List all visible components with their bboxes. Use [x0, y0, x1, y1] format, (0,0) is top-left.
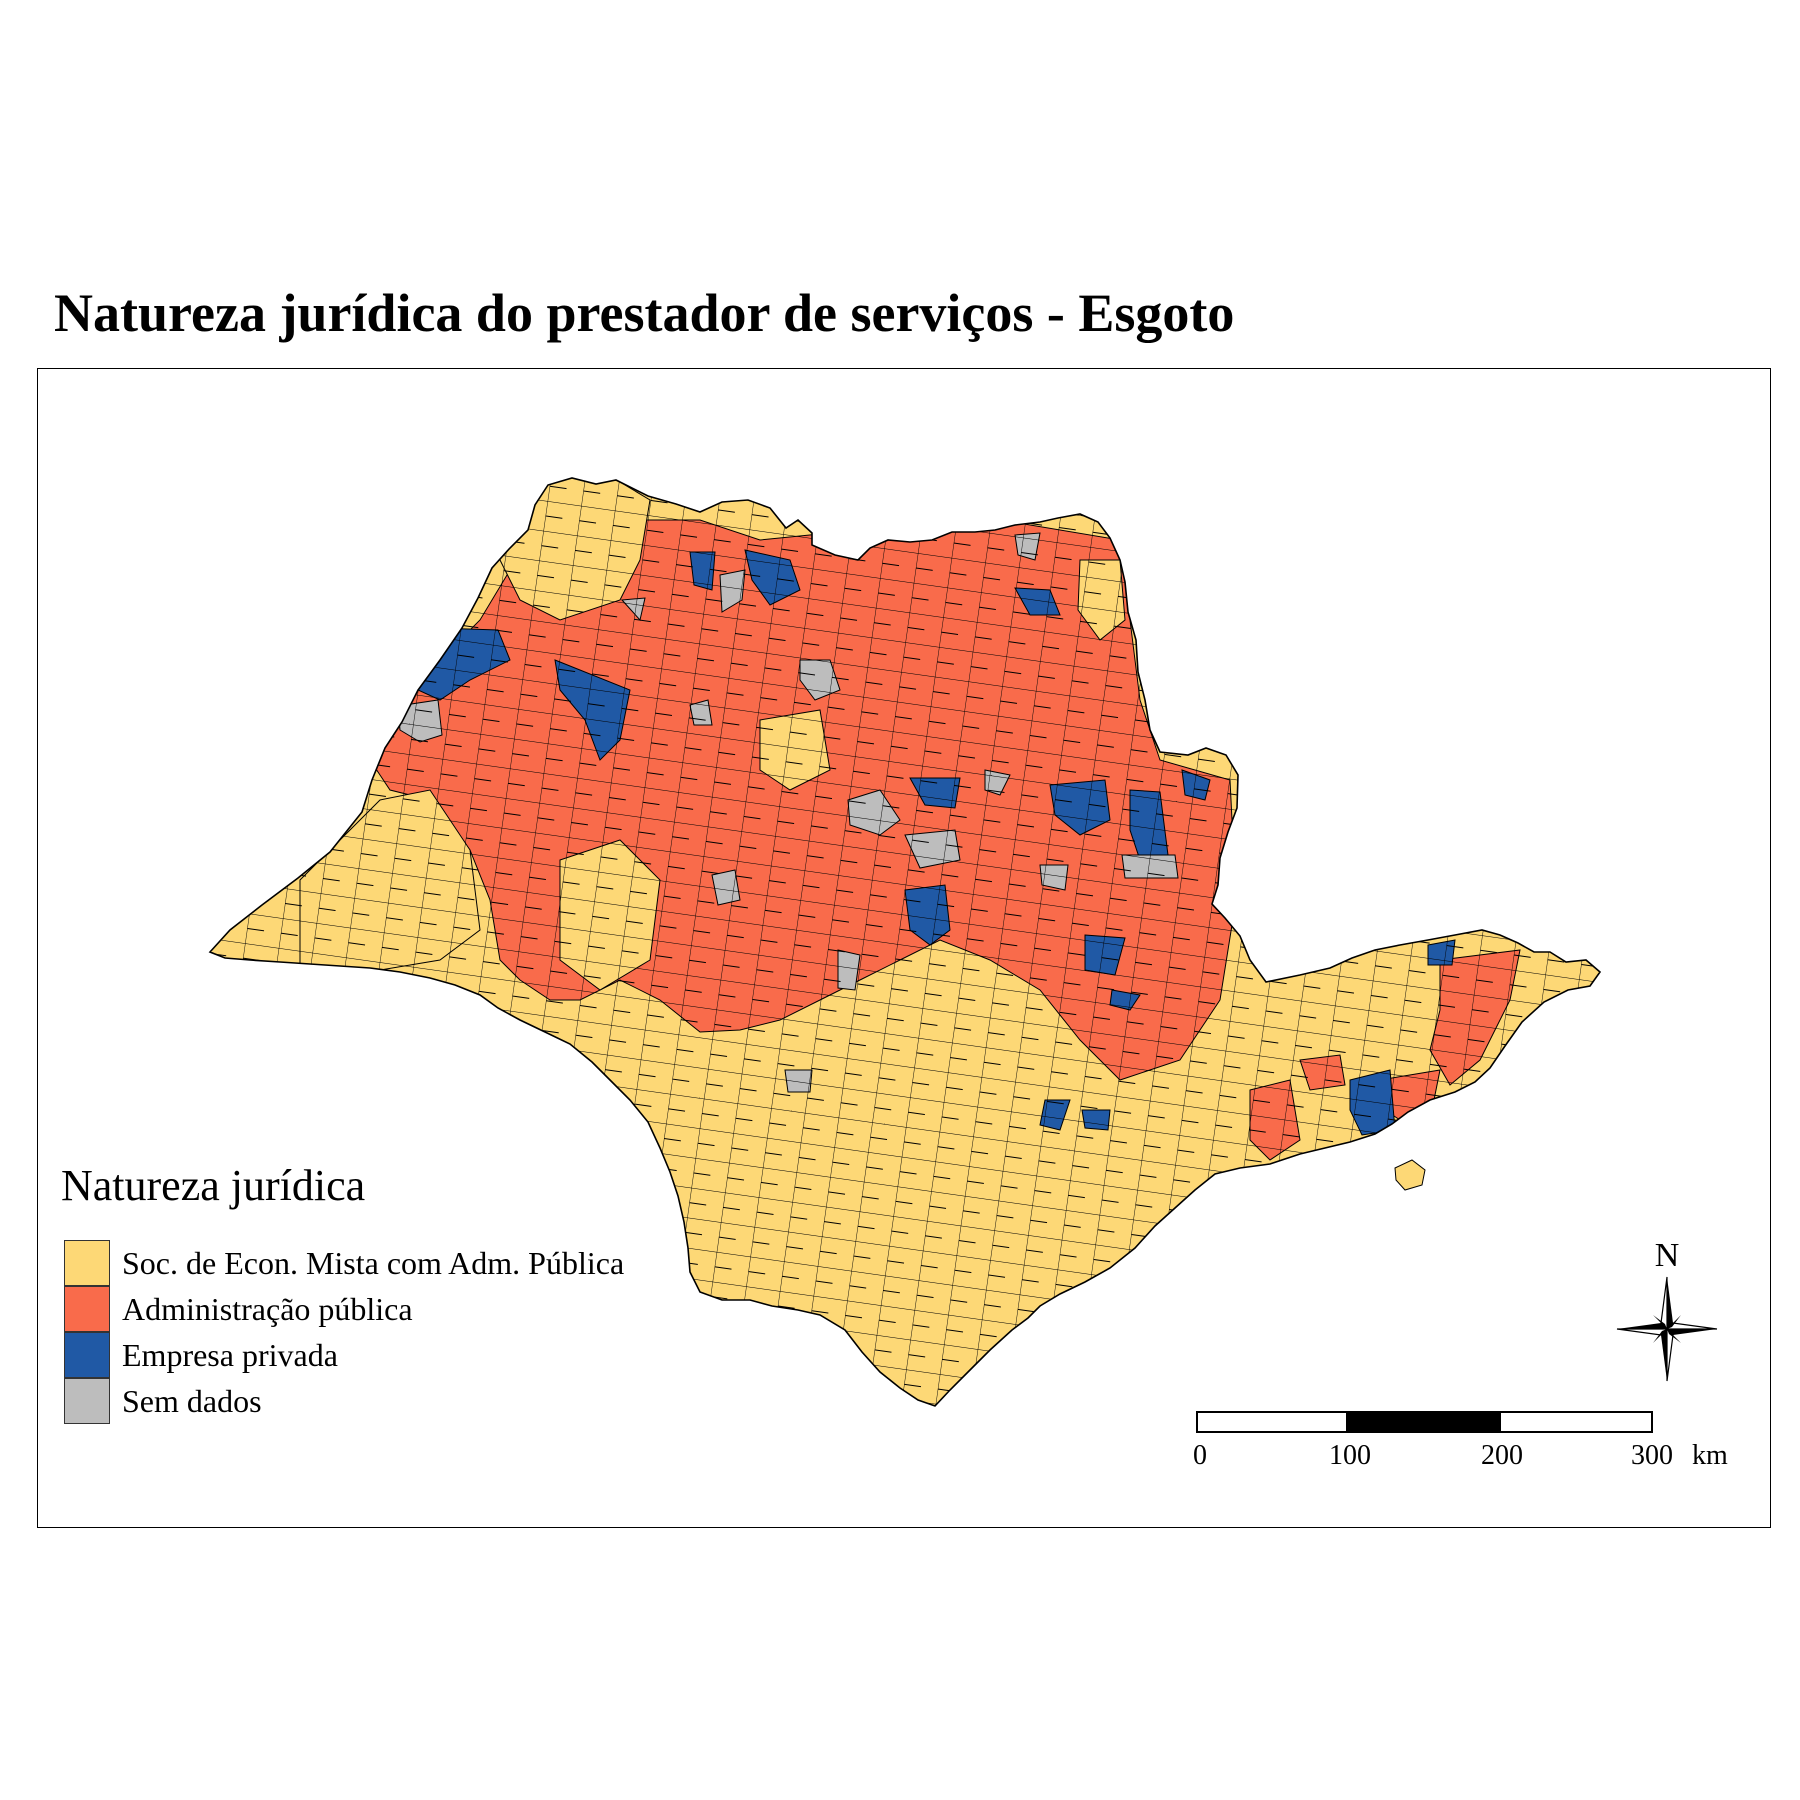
legend-item-administracao-publica: Administração pública — [64, 1286, 413, 1332]
legend-item-sem-dados: Sem dados — [64, 1378, 262, 1424]
scale-bar — [1196, 1411, 1653, 1433]
legend-item-soc-economia-mista: Soc. de Econ. Mista com Adm. Pública — [64, 1240, 624, 1286]
legend-label: Soc. de Econ. Mista com Adm. Pública — [122, 1244, 625, 1281]
legend-swatch — [64, 1378, 110, 1424]
north-label: N — [1654, 1237, 1680, 1274]
island-ilhabela — [1394, 1159, 1426, 1191]
scale-unit-label: km — [1692, 1440, 1728, 1471]
state-outline — [208, 477, 1602, 1407]
legend-swatch — [64, 1286, 110, 1332]
compass-rose-icon — [1616, 1276, 1718, 1382]
scale-segment-1 — [1196, 1411, 1348, 1433]
scale-tick-label: 100 — [1329, 1440, 1371, 1471]
map-title: Natureza jurídica do prestador de serviç… — [54, 283, 1235, 343]
scale-tick-label: 300 — [1631, 1440, 1673, 1471]
legend-label: Administração pública — [122, 1290, 413, 1327]
map-frame — [37, 368, 1771, 1528]
legend-label: Sem dados — [122, 1382, 262, 1419]
scale-tick-label: 0 — [1193, 1440, 1207, 1471]
legend-label: Empresa privada — [122, 1336, 338, 1373]
legend-swatch — [64, 1240, 110, 1286]
legend-swatch — [64, 1332, 110, 1378]
scale-tick-label: 200 — [1481, 1440, 1523, 1471]
scale-segment-2 — [1346, 1411, 1501, 1433]
scale-segment-3 — [1499, 1411, 1653, 1433]
legend-item-empresa-privada: Empresa privada — [64, 1332, 338, 1378]
legend-title: Natureza jurídica — [61, 1161, 366, 1210]
